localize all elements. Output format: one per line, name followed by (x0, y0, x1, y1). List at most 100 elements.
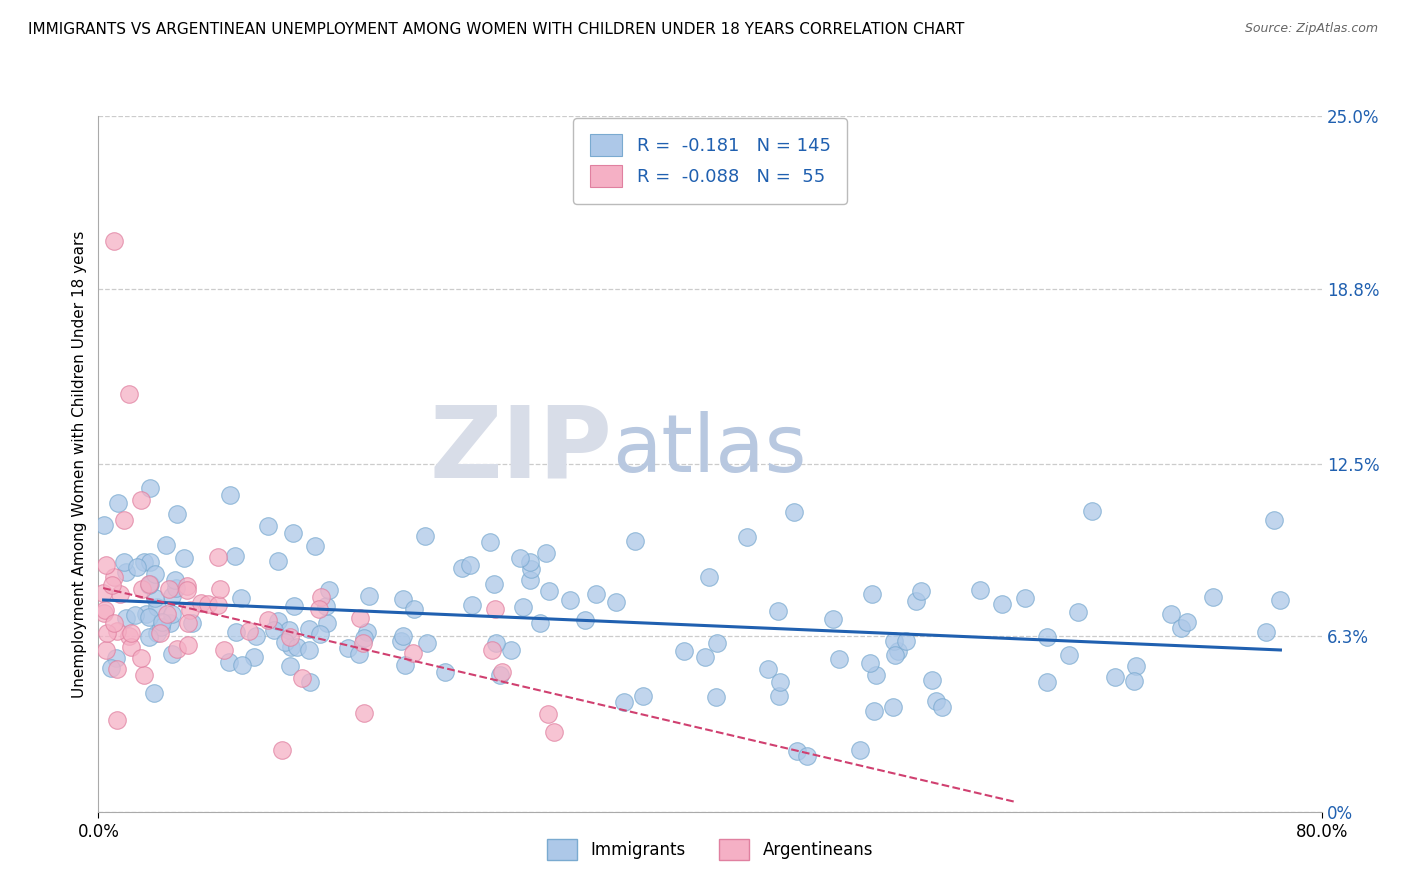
Point (270, 743, 294, 757)
Point (283, 599, 305, 614)
Point (138, 576, 160, 591)
Point (190, 596, 212, 610)
Point (138, 577, 160, 591)
Point (263, 623, 285, 637)
Point (990, 598, 1012, 612)
Point (177, 638, 200, 652)
Point (308, 602, 330, 616)
Point (1125, 658, 1147, 673)
Point (461, 598, 484, 612)
Point (304, 539, 326, 553)
Point (299, 675, 322, 690)
Point (105, 650, 128, 665)
Point (120, 625, 142, 640)
Point (482, 577, 505, 591)
Point (138, 630, 160, 644)
Point (699, 569, 721, 583)
Point (481, 643, 503, 657)
Point (96, 625, 118, 640)
Point (605, 595, 627, 609)
Point (706, 636, 728, 650)
Point (347, 647, 370, 661)
Point (1175, 615, 1198, 630)
Point (704, 690, 727, 704)
Point (484, 602, 506, 616)
Point (179, 602, 201, 616)
Point (349, 611, 371, 625)
Point (1263, 512, 1285, 526)
Point (392, 592, 415, 607)
Point (1057, 648, 1080, 662)
Point (93, 606, 115, 620)
Point (135, 607, 157, 622)
Point (120, 640, 142, 654)
Point (180, 616, 202, 631)
Point (142, 686, 165, 700)
Point (356, 625, 378, 640)
Point (574, 614, 596, 628)
Point (1104, 669, 1126, 683)
Point (766, 604, 789, 618)
Point (231, 658, 253, 673)
Point (848, 743, 870, 757)
Point (298, 643, 321, 657)
Point (887, 644, 910, 658)
Point (242, 649, 264, 664)
Point (520, 562, 543, 576)
Point (768, 690, 790, 704)
Point (139, 481, 162, 495)
Point (108, 587, 131, 601)
Point (315, 599, 337, 613)
Point (537, 707, 560, 722)
Point (165, 573, 187, 587)
Point (291, 671, 314, 685)
Point (336, 640, 359, 655)
Point (862, 705, 884, 719)
Point (145, 600, 167, 615)
Point (786, 744, 808, 758)
Point (485, 636, 508, 650)
Point (1170, 621, 1192, 635)
Point (150, 619, 173, 633)
Point (219, 488, 242, 502)
Point (114, 555, 136, 569)
Point (94, 558, 117, 572)
Point (177, 615, 200, 630)
Text: atlas: atlas (612, 411, 807, 489)
Point (118, 387, 141, 401)
Point (225, 625, 247, 640)
Point (208, 582, 231, 596)
Point (207, 598, 229, 612)
Point (278, 659, 301, 673)
Point (131, 651, 153, 665)
Point (105, 624, 128, 639)
Point (479, 535, 502, 549)
Point (105, 713, 128, 727)
Point (499, 643, 522, 657)
Point (389, 634, 412, 648)
Point (107, 662, 129, 676)
Point (769, 675, 792, 690)
Point (1036, 675, 1059, 690)
Point (267, 614, 290, 628)
Point (823, 612, 845, 626)
Point (160, 607, 183, 622)
Point (176, 579, 198, 593)
Point (865, 668, 887, 682)
Point (1270, 593, 1292, 607)
Point (415, 636, 437, 650)
Point (224, 549, 246, 563)
Point (165, 582, 187, 596)
Point (737, 529, 759, 543)
Point (143, 591, 166, 605)
Point (352, 636, 374, 650)
Point (695, 650, 717, 665)
Point (1080, 504, 1102, 518)
Point (491, 665, 513, 679)
Point (103, 570, 125, 584)
Point (315, 615, 337, 630)
Point (1035, 630, 1057, 644)
Point (159, 616, 181, 631)
Point (155, 537, 177, 551)
Point (274, 634, 297, 648)
